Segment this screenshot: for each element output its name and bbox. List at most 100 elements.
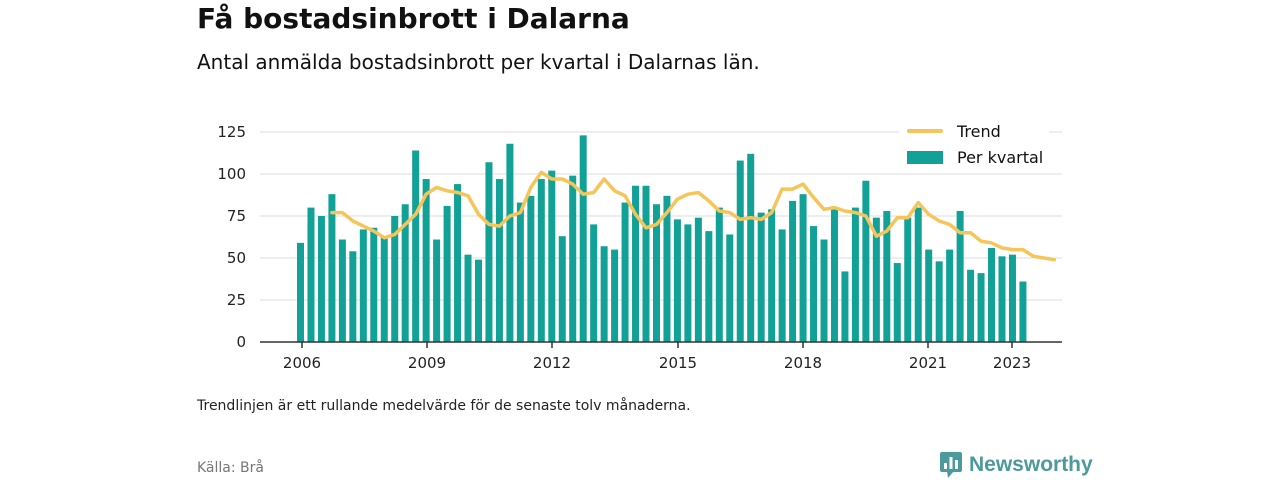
bar: [600, 246, 608, 342]
bar: [830, 207, 838, 342]
y-tick-label: 25: [227, 291, 246, 309]
bar: [548, 170, 556, 342]
bar: [516, 202, 524, 342]
bar: [872, 217, 880, 342]
bar: [370, 227, 378, 342]
bar: [412, 150, 420, 342]
bar: [726, 234, 734, 342]
bar: [694, 217, 702, 342]
bar: [611, 249, 619, 342]
bar: [673, 219, 681, 342]
bar: [401, 204, 409, 342]
bar: [684, 224, 692, 342]
bar: [579, 135, 587, 342]
bar: [768, 209, 776, 342]
bar: [998, 256, 1006, 342]
bar: [715, 207, 723, 342]
bar: [747, 153, 755, 342]
bar: [820, 239, 828, 342]
bar: [349, 251, 357, 342]
bar: [914, 207, 922, 342]
y-tick-label: 0: [236, 333, 246, 351]
source-label: Källa: Brå: [197, 460, 264, 476]
footnote: Trendlinjen är ett rullande medelvärde f…: [197, 398, 691, 414]
bar: [935, 261, 943, 342]
bar: [359, 229, 367, 342]
bar: [297, 242, 304, 342]
newsworthy-icon: [940, 452, 962, 478]
brand-name: Newsworthy: [969, 453, 1093, 476]
bar: [338, 239, 346, 342]
x-tick-label: 2021: [909, 354, 947, 372]
y-tick-label: 50: [227, 249, 246, 267]
bar-series: [297, 135, 1027, 342]
newsworthy-logo[interactable]: Newsworthy: [939, 451, 1093, 479]
bar: [443, 205, 451, 342]
bar: [391, 216, 399, 342]
y-tick-label: 125: [217, 123, 246, 141]
bar: [621, 202, 629, 342]
bar: [893, 263, 901, 342]
x-tick-label: 2023: [993, 354, 1031, 372]
bar: [433, 239, 441, 342]
bar: [422, 179, 430, 342]
bar: [1019, 281, 1027, 342]
trend-line: [330, 170, 1057, 262]
axes: 0 25 50 75 100 125 2006 2009 2012 2015 2018 2021 202…: [217, 123, 1062, 372]
bar: [851, 207, 859, 342]
legend-label-trend: Trend: [957, 121, 1001, 141]
bar: [328, 194, 336, 342]
bar: [307, 207, 315, 342]
bar: [883, 210, 891, 342]
bar: [495, 179, 503, 342]
bar: [569, 175, 577, 342]
x-tick-label: 2012: [533, 354, 571, 372]
bar: [454, 184, 462, 342]
legend-item-trend: Trend: [899, 118, 1049, 144]
x-tick-label: 2015: [659, 354, 697, 372]
bar: [757, 212, 765, 342]
y-tick-label: 100: [217, 165, 246, 183]
bar: [841, 271, 849, 342]
y-tick-label: 75: [227, 207, 246, 225]
trend-series: [330, 170, 1057, 262]
bar: [537, 179, 545, 342]
x-tick-label: 2006: [283, 354, 321, 372]
bar: [977, 273, 985, 342]
bar: [632, 185, 640, 342]
bar: [485, 162, 493, 342]
bar: [988, 247, 996, 342]
bar: [380, 236, 388, 342]
bar: [789, 200, 797, 342]
legend-swatch-per-kvartal: [907, 150, 943, 164]
bar: [663, 195, 671, 342]
bar: [956, 210, 964, 342]
bar: [967, 269, 975, 342]
bar: [464, 254, 472, 342]
bar: [590, 224, 598, 342]
bar: [642, 185, 650, 342]
bar-line-chart: 0 25 50 75 100 125 2006 2009 2012 2015 2018 2021 202…: [217, 123, 1062, 372]
bar: [904, 217, 912, 342]
bar: [799, 194, 807, 342]
bar: [862, 180, 870, 342]
chart-subtitle: Antal anmälda bostadsinbrott per kvartal…: [197, 50, 760, 74]
bar: [1008, 254, 1016, 342]
legend-swatch-trend: [907, 129, 943, 133]
legend: Trend Per kvartal: [899, 118, 1049, 170]
bar: [705, 231, 713, 342]
legend-label-per-kvartal: Per kvartal: [957, 147, 1044, 167]
bar: [506, 143, 514, 342]
x-tick-label: 2009: [408, 354, 446, 372]
bar: [558, 236, 566, 342]
bar: [810, 226, 818, 342]
bar: [527, 195, 535, 342]
bar: [474, 259, 482, 342]
bar: [736, 160, 744, 342]
bar: [778, 229, 786, 342]
bar: [946, 249, 954, 342]
x-tick-label: 2018: [784, 354, 822, 372]
chart-title: Få bostadsinbrott i Dalarna: [197, 2, 630, 35]
bar: [317, 216, 325, 342]
bar: [652, 204, 660, 342]
